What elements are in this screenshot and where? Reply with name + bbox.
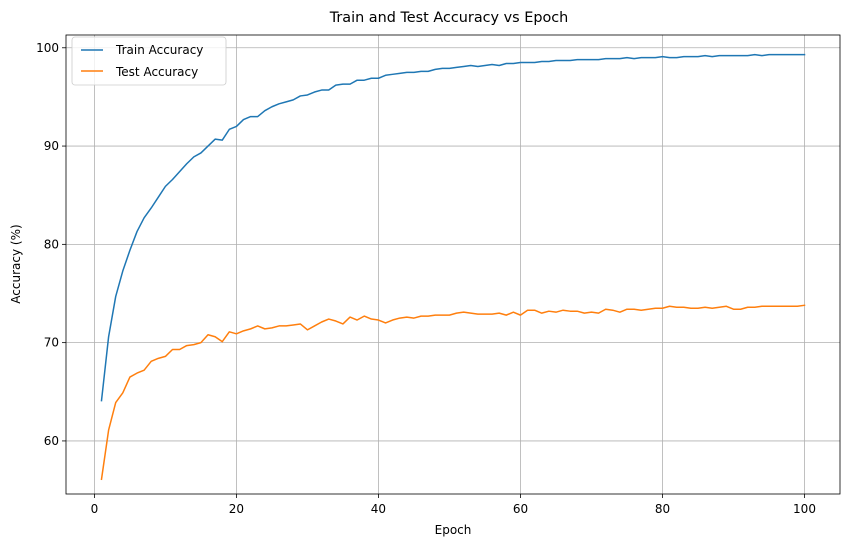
x-axis: 0 20 40 60 80 100 (91, 494, 816, 516)
series-layer (100, 53, 806, 481)
x-axis-label: Epoch (435, 523, 472, 537)
axes-frame (65, 34, 841, 495)
test-accuracy-line (100, 304, 806, 481)
x-tick-label: 20 (229, 502, 244, 516)
y-tick-label: 100 (36, 41, 59, 55)
legend: Train Accuracy Test Accuracy (71, 36, 227, 86)
y-tick-label: 80 (44, 237, 59, 251)
grid-lines (66, 35, 840, 494)
y-axis-label: Accuracy (%) (9, 224, 23, 303)
chart-title: Train and Test Accuracy vs Epoch (329, 10, 569, 26)
y-tick-label: 90 (44, 139, 59, 153)
y-tick-label: 70 (44, 336, 59, 350)
x-tick-label: 100 (793, 502, 816, 516)
x-tick-label: 40 (371, 502, 386, 516)
legend-box (71, 36, 227, 86)
y-tick-label: 60 (44, 434, 59, 448)
x-tick-label: 60 (513, 502, 528, 516)
x-tick-label: 80 (655, 502, 670, 516)
legend-label-test: Test Accuracy (115, 65, 198, 79)
train-accuracy-line (100, 53, 806, 402)
legend-label-train: Train Accuracy (115, 43, 203, 57)
x-tick-label: 0 (91, 502, 99, 516)
y-axis: 60 70 80 90 100 (36, 41, 66, 448)
